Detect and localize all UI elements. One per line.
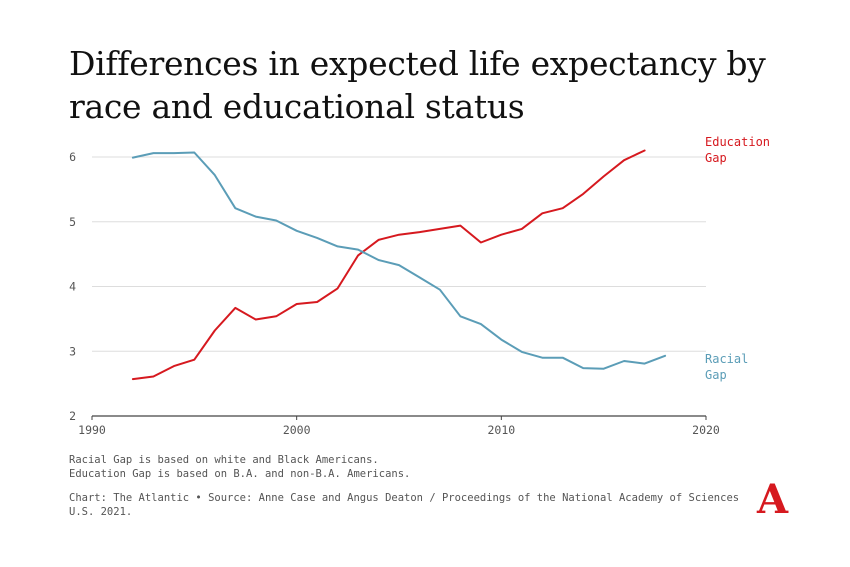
y-tick-label: 6 (69, 150, 76, 164)
source-credit: Chart: The Atlantic • Source: Anne Case … (69, 492, 740, 518)
racial-gap-label: Racial Gap (705, 352, 748, 382)
y-tick-label: 2 (69, 409, 76, 423)
y-tick-label: 3 (69, 344, 76, 358)
series-label-line: Gap (705, 151, 727, 165)
education-gap-line (131, 149, 646, 381)
x-tick-label: 1990 (78, 423, 106, 437)
series-lines (131, 149, 667, 381)
y-tick-label: 5 (69, 215, 76, 229)
chart-notes: Racial Gap is based on white and Black A… (69, 454, 759, 519)
x-tick-label: 2010 (487, 423, 515, 437)
note-education-gap: Education Gap is based on B.A. and non-B… (69, 467, 411, 480)
x-tick-label: 2020 (692, 423, 720, 437)
racial-gap-line (131, 151, 667, 370)
axes: 2 3 4 5 6 1990 2000 2010 2020 (69, 150, 720, 437)
series-label-line: Gap (705, 368, 727, 382)
y-tick-label: 4 (69, 280, 76, 294)
series-labels: Education Gap Racial Gap (705, 135, 770, 382)
series-label-line: Racial (705, 352, 748, 366)
education-gap-label: Education Gap (705, 135, 770, 165)
note-racial-gap: Racial Gap is based on white and Black A… (69, 454, 379, 466)
series-label-line: Education (705, 135, 770, 149)
atlantic-logo: A (757, 476, 789, 523)
grid-lines (92, 156, 706, 352)
x-tick-label: 2000 (283, 423, 311, 437)
chart-title: Differences in expected life expectancy … (69, 44, 766, 126)
